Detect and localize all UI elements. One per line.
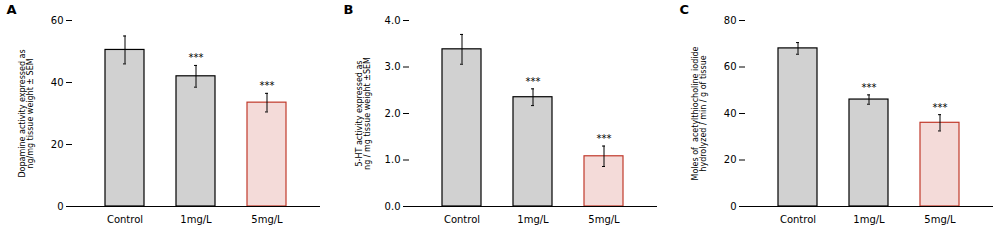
svg-text:3.0: 3.0	[384, 61, 400, 72]
svg-text:4.0: 4.0	[384, 15, 400, 26]
svg-text:1mg/L: 1mg/L	[517, 214, 549, 225]
svg-text:60: 60	[724, 61, 737, 72]
svg-text:A: A	[7, 2, 17, 17]
svg-text:80: 80	[724, 15, 737, 26]
svg-text:***: ***	[260, 80, 275, 91]
svg-text:40: 40	[724, 108, 737, 119]
svg-text:Dopamine activity expressed as: Dopamine activity expressed asng/mg tiss…	[18, 49, 35, 177]
svg-text:***: ***	[189, 52, 204, 63]
svg-text:40: 40	[51, 77, 64, 88]
svg-text:Control: Control	[780, 214, 816, 225]
svg-text:20: 20	[724, 154, 737, 165]
svg-text:5mg/L: 5mg/L	[588, 214, 620, 225]
svg-text:5-HT activity expressed asng /: 5-HT activity expressed asng / mg tissue…	[355, 57, 372, 170]
svg-text:B: B	[343, 2, 353, 17]
svg-text:Moles of acetylthiocholine io: Moles of acetylthiocholine iodidehydroly…	[691, 47, 708, 181]
svg-text:5mg/L: 5mg/L	[251, 214, 283, 225]
svg-text:***: ***	[862, 82, 877, 93]
svg-text:Control: Control	[107, 214, 143, 225]
svg-text:1mg/L: 1mg/L	[180, 214, 212, 225]
svg-text:1.0: 1.0	[384, 154, 400, 165]
svg-text:0: 0	[57, 201, 63, 212]
svg-text:1mg/L: 1mg/L	[853, 214, 885, 225]
svg-text:***: ***	[525, 76, 540, 87]
svg-text:20: 20	[51, 139, 64, 150]
svg-text:C: C	[680, 2, 690, 17]
svg-text:2.0: 2.0	[384, 108, 400, 119]
svg-text:Control: Control	[443, 214, 479, 225]
svg-text:0: 0	[730, 201, 736, 212]
svg-text:***: ***	[596, 133, 611, 144]
svg-text:60: 60	[51, 15, 64, 26]
svg-text:0.0: 0.0	[384, 201, 400, 212]
svg-text:5mg/L: 5mg/L	[924, 214, 956, 225]
svg-text:***: ***	[933, 102, 948, 113]
